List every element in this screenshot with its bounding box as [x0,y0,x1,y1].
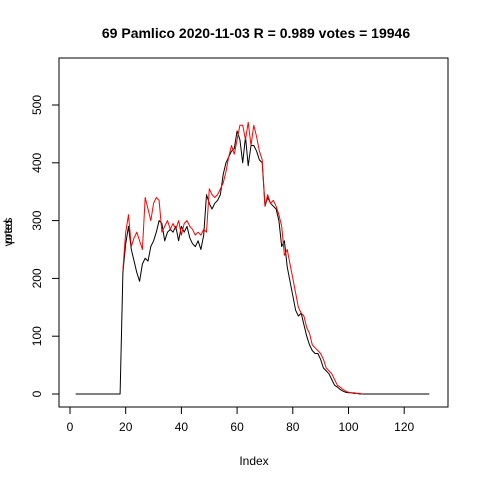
plot-frame [58,57,449,408]
x-tick-label: 80 [286,420,300,434]
series-line-votes [75,130,430,395]
x-axis-label: Index [239,454,268,468]
x-tick-label: 60 [230,420,244,434]
series-layer [75,121,430,395]
y-tick-label: 100 [30,326,44,346]
x-axis: 0 20 40 60 80 100 120 [67,406,415,434]
x-tick-label: 120 [394,420,414,434]
y-tick-label: 0 [30,390,44,397]
y-axis: 0 100 200 300 400 500 [30,95,60,397]
y-axis-label-overlay: pred [1,220,15,244]
y-tick-label: 300 [30,210,44,230]
series-line-pred [122,121,363,395]
y-tick-label: 500 [30,95,44,115]
y-axis-label-group: votes pred [1,218,15,247]
y-axis-label: votes [1,218,15,247]
x-tick-label: 100 [338,420,358,434]
chart-title: 69 Pamlico 2020-11-03 R = 0.989 votes = … [102,25,410,41]
x-tick-label: 0 [67,420,74,434]
y-tick-label: 200 [30,268,44,288]
y-tick-label: 400 [30,152,44,172]
x-tick-label: 20 [119,420,133,434]
x-tick-label: 40 [175,420,189,434]
